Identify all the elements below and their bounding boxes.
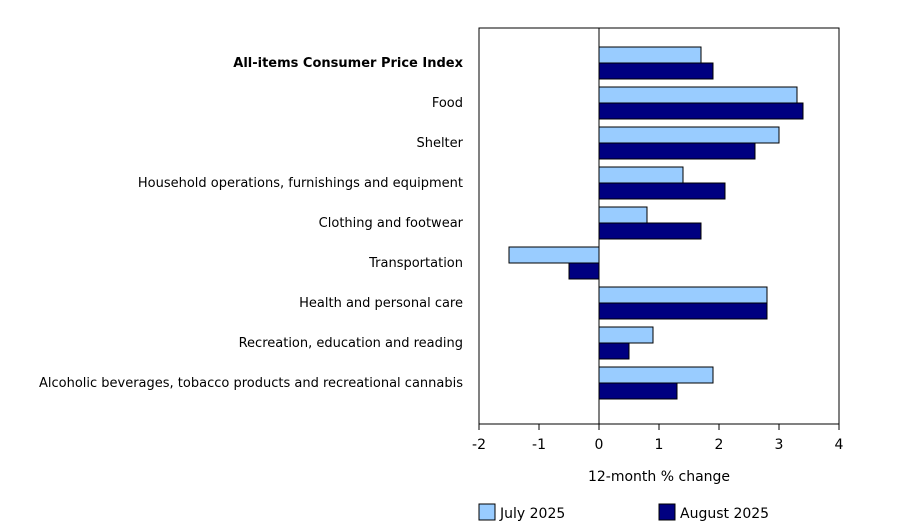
- bar-august-3: [598, 182, 726, 200]
- category-label: Recreation, education and reading: [239, 336, 463, 351]
- bar-july-8: [598, 366, 714, 384]
- category-label: Transportation: [368, 256, 463, 271]
- category-label: Alcoholic beverages, tobacco products an…: [39, 376, 463, 391]
- bar-july-1: [598, 86, 798, 104]
- bar-july-3: [598, 166, 684, 184]
- x-tick-label: 2: [715, 437, 724, 453]
- bar-july-7: [598, 326, 654, 344]
- bar-august-0: [598, 62, 714, 80]
- category-label: Clothing and footwear: [319, 216, 464, 231]
- x-axis-label: 12-month % change: [588, 469, 730, 485]
- bar-july-2: [598, 126, 780, 144]
- bar-july-5: [508, 246, 600, 264]
- bar-august-7: [598, 342, 630, 360]
- bar-august-1: [598, 102, 804, 120]
- bar-august-4: [598, 222, 702, 240]
- category-label: Food: [432, 96, 463, 111]
- bar-august-2: [598, 142, 756, 160]
- x-tick-label: 3: [775, 437, 784, 453]
- bar-july-6: [598, 286, 768, 304]
- category-label: Shelter: [416, 136, 463, 151]
- category-label: Household operations, furnishings and eq…: [138, 176, 463, 191]
- bar-august-6: [598, 302, 768, 320]
- x-tick-label: -1: [532, 437, 546, 453]
- category-label: All-items Consumer Price Index: [233, 56, 463, 71]
- x-tick-label: 4: [835, 437, 844, 453]
- legend-label: July 2025: [499, 506, 565, 522]
- x-tick-label: 0: [595, 437, 604, 453]
- x-tick-label: -2: [472, 437, 486, 453]
- bar-august-8: [598, 382, 678, 400]
- bar-august-5: [568, 262, 600, 280]
- legend-label: August 2025: [680, 506, 769, 522]
- x-tick-label: 1: [655, 437, 664, 453]
- legend-swatch: [658, 503, 676, 521]
- bar-july-4: [598, 206, 648, 224]
- legend-swatch: [478, 503, 496, 521]
- category-label: Health and personal care: [299, 296, 463, 311]
- bar-july-0: [598, 46, 702, 64]
